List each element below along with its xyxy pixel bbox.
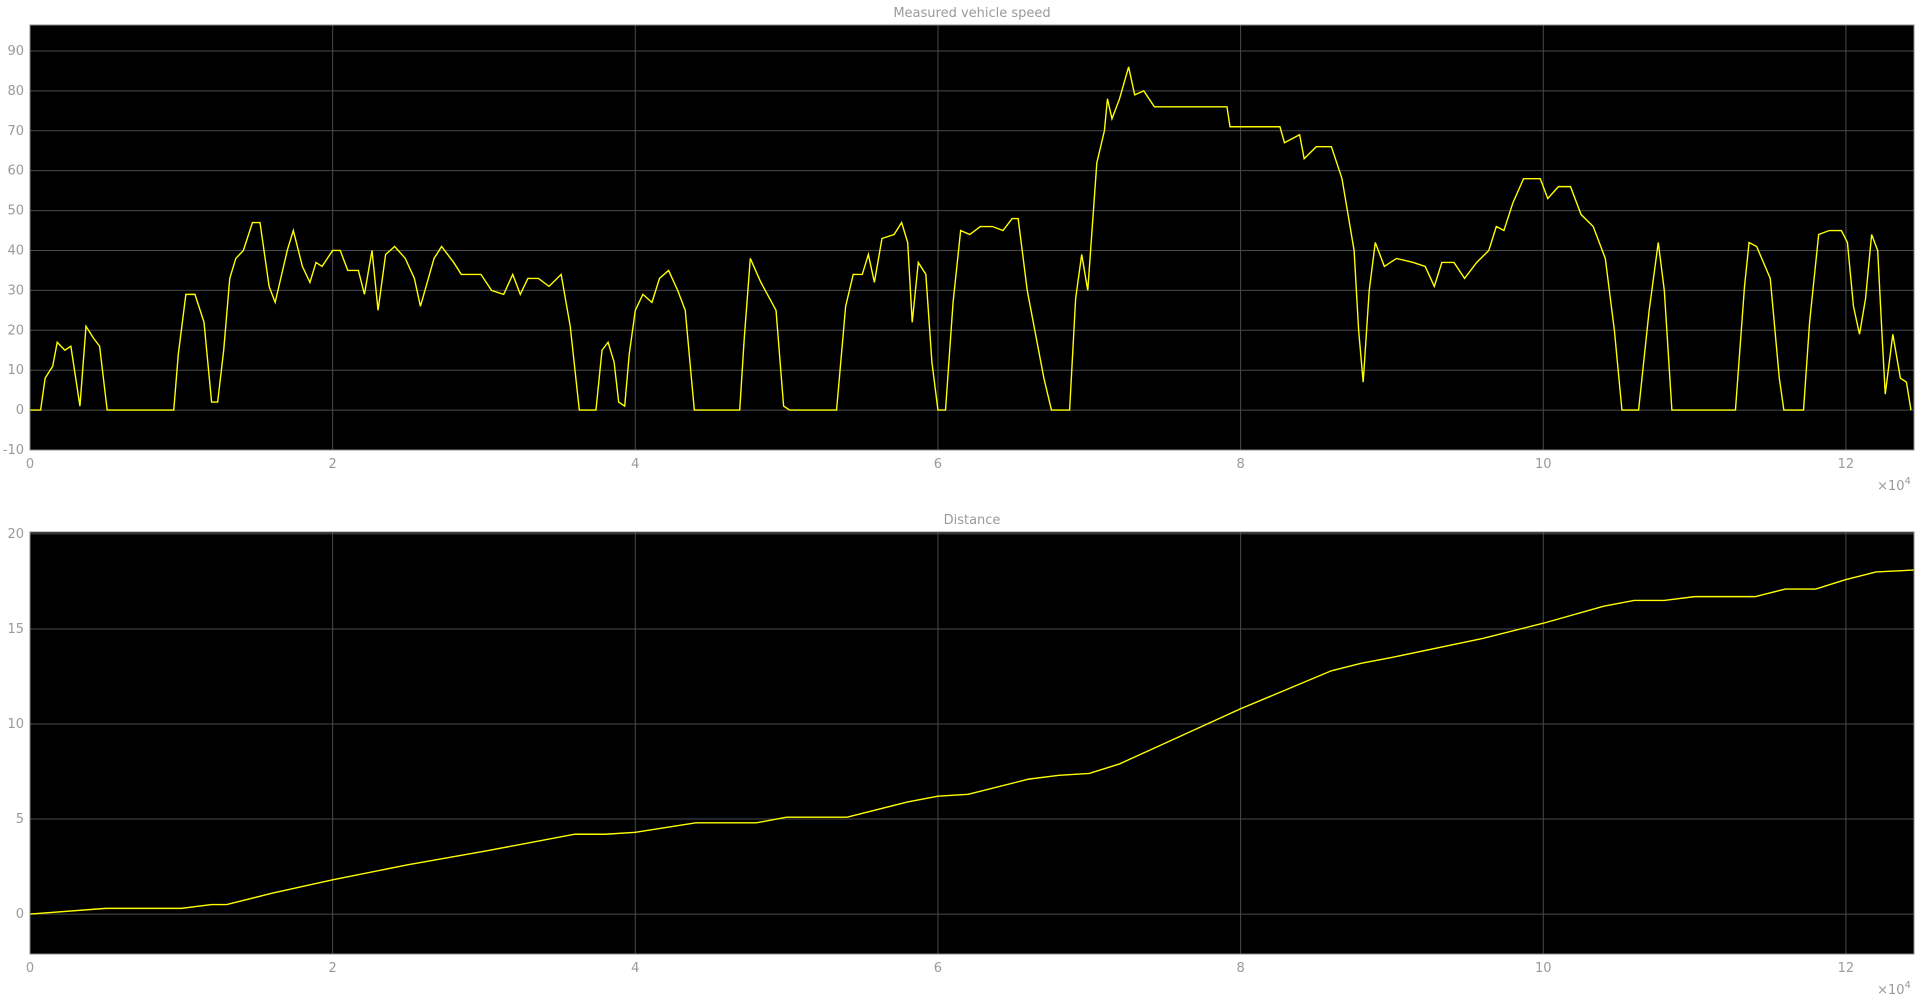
x-tick-label: 10: [1535, 457, 1552, 472]
y-tick-label: 60: [7, 164, 24, 179]
x-tick-label: 4: [631, 457, 639, 472]
y-tick-label: 20: [7, 527, 24, 542]
data-line: [30, 66, 1912, 411]
plot-area: [30, 532, 1914, 954]
y-tick-label: -10: [3, 443, 24, 458]
x-tick-label: 8: [1236, 457, 1244, 472]
x-tick-label: 0: [26, 457, 34, 472]
x-tick-label: 6: [934, 961, 942, 976]
x-tick-label: 2: [329, 457, 337, 472]
x-tick-label: 12: [1838, 457, 1855, 472]
plot-border: [29, 24, 1915, 451]
x-multiplier: ×104: [1877, 476, 1911, 494]
x-multiplier-power: 4: [1905, 980, 1911, 991]
y-tick-label: 30: [7, 283, 24, 298]
x-multiplier: ×104: [1877, 980, 1911, 998]
x-multiplier-power: 4: [1905, 476, 1911, 487]
x-tick-label: 6: [934, 457, 942, 472]
y-tick-label: 40: [7, 243, 24, 258]
y-tick-label: 80: [7, 84, 24, 99]
y-tick-label: 20: [7, 323, 24, 338]
plot-area: [30, 25, 1914, 450]
y-tick-label: 15: [7, 622, 24, 637]
x-tick-label: 4: [631, 961, 639, 976]
x-tick-label: 10: [1535, 961, 1552, 976]
chart-title: Distance: [944, 513, 1001, 528]
x-multiplier-base: ×10: [1877, 479, 1904, 494]
y-tick-label: 0: [16, 907, 24, 922]
y-tick-label: 0: [16, 403, 24, 418]
y-tick-label: 50: [7, 204, 24, 219]
y-tick-label: 10: [7, 363, 24, 378]
plot-border: [29, 531, 1915, 955]
y-tick-label: 70: [7, 124, 24, 139]
chart-title: Measured vehicle speed: [893, 6, 1050, 21]
x-tick-label: 8: [1236, 961, 1244, 976]
y-tick-label: 5: [16, 812, 24, 827]
x-tick-label: 0: [26, 961, 34, 976]
data-line: [29, 569, 1915, 915]
y-tick-label: 10: [7, 717, 24, 732]
x-tick-label: 12: [1838, 961, 1855, 976]
x-multiplier-base: ×10: [1877, 983, 1904, 998]
x-tick-label: 2: [329, 961, 337, 976]
y-tick-label: 90: [7, 44, 24, 59]
